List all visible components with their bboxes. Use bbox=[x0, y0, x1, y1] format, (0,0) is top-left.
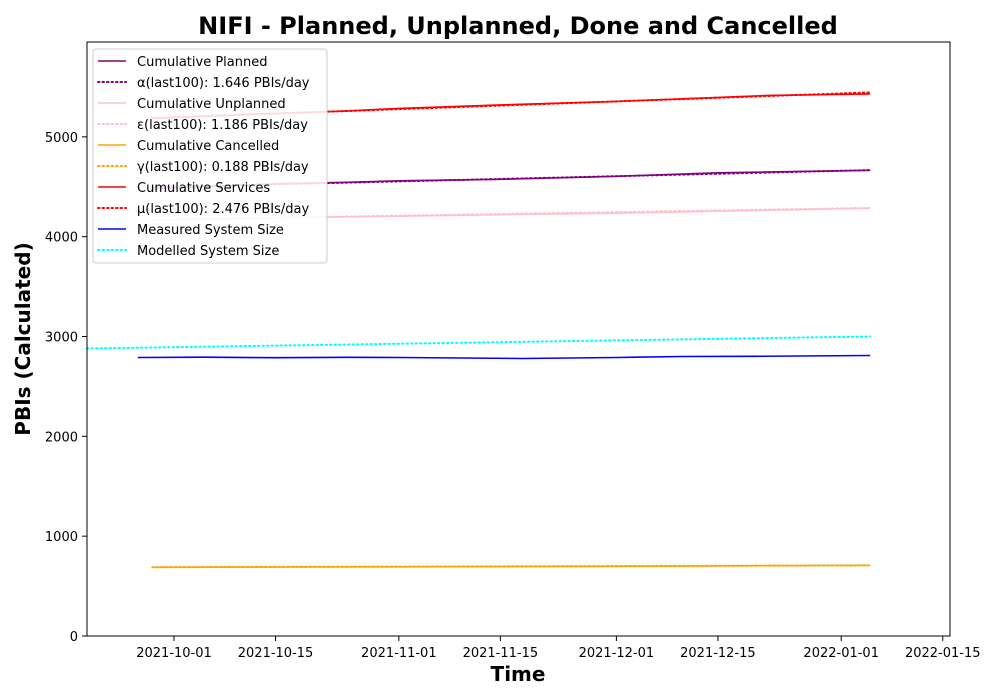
legend-label-10: Modelled System Size bbox=[137, 244, 279, 259]
x-tick-label: 2021-10-15 bbox=[238, 646, 314, 661]
legend-label-1: Cumulative Planned bbox=[137, 55, 267, 70]
legend-label-5: Cumulative Cancelled bbox=[137, 139, 279, 154]
x-tick-label: 2022-01-01 bbox=[803, 646, 879, 661]
legend: Cumulative Planned α(last100): 1.646 PBIs… bbox=[92, 48, 328, 264]
legend-label-2: α(last100): 1.646 PBIs/day bbox=[137, 76, 310, 91]
y-tick-label: 5000 bbox=[45, 131, 78, 146]
x-tick-label: 2021-11-01 bbox=[361, 646, 437, 661]
x-tick-label: 2021-12-01 bbox=[579, 646, 655, 661]
plot-area-frame bbox=[86, 41, 951, 637]
legend-label-6: γ(last100): 0.188 PBIs/day bbox=[137, 160, 309, 175]
series-line-10 bbox=[86, 335, 872, 350]
chart-title: NIFI - Planned, Unplanned, Done and Canc… bbox=[198, 12, 838, 40]
y-axis-label: PBIs (Calculated) bbox=[11, 242, 35, 435]
series-line-4 bbox=[151, 206, 872, 221]
legend-box bbox=[92, 48, 328, 264]
y-tick-label: 3000 bbox=[45, 331, 78, 346]
y-axis: 0 1000 2000 3000 4000 5000 bbox=[45, 131, 87, 645]
legend-label-9: Measured System Size bbox=[137, 223, 284, 238]
y-tick-label: 4000 bbox=[45, 231, 78, 246]
x-tick-label: 2021-10-01 bbox=[136, 646, 212, 661]
y-tick-label: 1000 bbox=[45, 530, 78, 545]
y-tick-label: 2000 bbox=[45, 430, 78, 445]
y-tick-label: 0 bbox=[70, 630, 78, 645]
series-line-6 bbox=[151, 564, 872, 569]
x-axis: 2021-10-01 2021-10-15 2021-11-01 2021-11-15… bbox=[136, 636, 981, 661]
series-line-2 bbox=[151, 169, 872, 189]
series-line-9 bbox=[137, 354, 871, 360]
x-tick-label: 2021-12-15 bbox=[680, 646, 756, 661]
legend-label-3: Cumulative Unplanned bbox=[137, 97, 286, 112]
legend-label-8: μ(last100): 2.476 PBIs/day bbox=[137, 202, 309, 217]
series-line-8 bbox=[151, 91, 872, 119]
x-tick-label: 2022-01-15 bbox=[905, 646, 981, 661]
legend-label-4: ε(last100): 1.186 PBIs/day bbox=[137, 118, 308, 133]
x-tick-label: 2021-11-15 bbox=[463, 646, 539, 661]
legend-label-7: Cumulative Services bbox=[137, 181, 270, 196]
x-axis-label: Time bbox=[491, 662, 546, 686]
